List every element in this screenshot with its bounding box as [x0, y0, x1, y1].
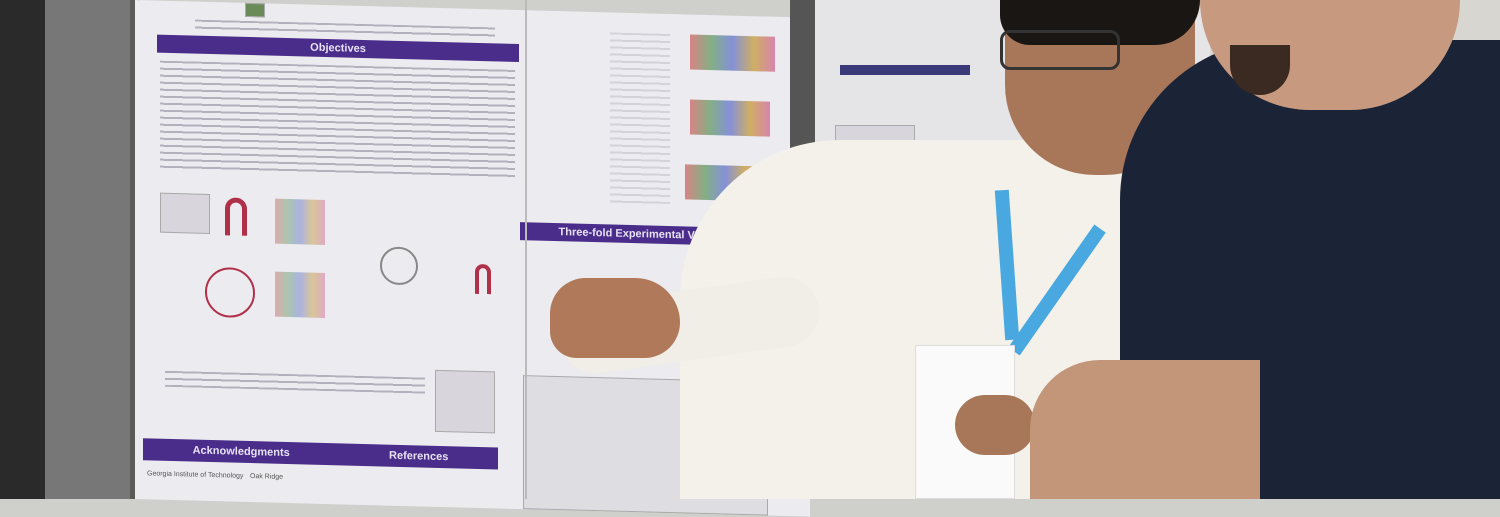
magnet-diagram: [475, 263, 491, 295]
cycle-diagram: [380, 246, 418, 286]
presenter-hair: [1000, 0, 1200, 45]
cycle-diagram: [205, 266, 255, 319]
visitor-arm: [1030, 360, 1260, 499]
poster-figure: [275, 271, 325, 318]
objectives-header: Objectives: [157, 34, 519, 63]
presenter-hand: [955, 395, 1035, 455]
institution-logo: Georgia Institute of Technology: [147, 470, 244, 480]
qr-code: [435, 369, 495, 434]
institution-logo: Oak Ridge: [250, 473, 284, 481]
glasses: [1000, 30, 1120, 70]
references-header: References: [389, 449, 449, 464]
poster-board-frame: [0, 0, 140, 499]
visitor-beard: [1230, 45, 1290, 95]
acknowledgments-header: Acknowledgments: [192, 444, 290, 460]
poster-figure: [275, 198, 325, 245]
footer-band: Acknowledgments References: [143, 438, 498, 470]
presenter-hand: [550, 278, 680, 358]
poster-figure: [160, 192, 210, 234]
objectives-text: [160, 60, 515, 180]
figure-caption: [165, 370, 425, 394]
poster-chart: [690, 34, 775, 72]
poster-divider: [525, 0, 527, 499]
chart-labels: [610, 32, 670, 205]
magnet-diagram: [225, 197, 247, 236]
poster-band: [840, 65, 970, 75]
poster-chart: [690, 99, 770, 137]
poster-figure: [245, 2, 265, 18]
